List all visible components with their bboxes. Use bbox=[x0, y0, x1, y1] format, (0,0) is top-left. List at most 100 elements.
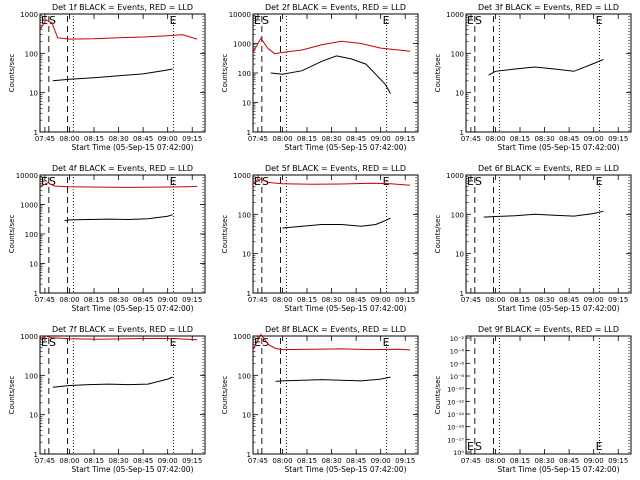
x-tick-label: 07:45 bbox=[35, 296, 55, 304]
y-tick-label: 1000 bbox=[20, 202, 38, 210]
x-tick-label: 08:30 bbox=[534, 135, 554, 143]
s-marker-label: S bbox=[475, 440, 482, 453]
y-tick-label: 1 bbox=[34, 451, 38, 459]
x-tick-label: 08:15 bbox=[510, 296, 530, 304]
y-tick-label: 10 bbox=[29, 412, 38, 420]
s-marker-label: S bbox=[475, 14, 482, 27]
x-tick-label: 08:45 bbox=[559, 296, 579, 304]
x-axis-label: Start Time (05-Sep-15 07:42:00) bbox=[498, 304, 620, 313]
y-tick-label: 1000 bbox=[446, 172, 464, 180]
plot-frame bbox=[465, 174, 632, 294]
e-marker-label: E bbox=[254, 175, 261, 188]
s-marker-label: S bbox=[475, 175, 482, 188]
x-tick-label: 08:00 bbox=[59, 457, 79, 465]
y-tick-label: 1 bbox=[247, 129, 251, 137]
lld-series-line bbox=[252, 333, 411, 351]
y-tick-label: 10⁰ bbox=[453, 449, 464, 457]
y-tick-label: 10000 bbox=[229, 11, 251, 19]
x-tick-label: 08:00 bbox=[272, 135, 292, 143]
events-series-line bbox=[282, 217, 391, 229]
x-tick-label: 09:15 bbox=[182, 135, 202, 143]
x-tick-label: 09:00 bbox=[584, 296, 604, 304]
y-tick-label: 10⁻¹⁷ bbox=[447, 436, 464, 444]
x-tick-label: 07:45 bbox=[461, 457, 481, 465]
x-tick-label: 09:15 bbox=[182, 457, 202, 465]
x-tick-label: 09:00 bbox=[158, 135, 178, 143]
x-tick-label: 07:45 bbox=[461, 296, 481, 304]
panel-title: Det 8f BLACK = Events, RED = LLD bbox=[265, 325, 406, 334]
plot-frame bbox=[465, 13, 632, 133]
x-tick-label: 08:30 bbox=[534, 457, 554, 465]
s-marker-label: S bbox=[262, 14, 269, 27]
y-tick-label: 10 bbox=[242, 412, 251, 420]
x-tick-label: 09:15 bbox=[608, 135, 628, 143]
x-tick-label: 08:15 bbox=[297, 457, 317, 465]
y-tick-label: 1 bbox=[247, 451, 251, 459]
y-tick-label: 100 bbox=[451, 50, 464, 58]
x-tick-label: 07:45 bbox=[248, 296, 268, 304]
panel-title: Det 4f BLACK = Events, RED = LLD bbox=[52, 164, 193, 173]
x-tick-label: 09:15 bbox=[395, 296, 415, 304]
panel-7: Det 7f BLACK = Events, RED = LLD 1 10 100 10… bbox=[8, 325, 206, 474]
y-tick-label: 100 bbox=[25, 50, 38, 58]
x-tick-label: 08:45 bbox=[133, 135, 153, 143]
panel-3: Det 3f BLACK = Events, RED = LLD 1 10 100 10… bbox=[434, 3, 632, 152]
panel-8: Det 8f BLACK = Events, RED = LLD 1 10 100 10… bbox=[221, 325, 419, 474]
x-tick-label: 08:00 bbox=[485, 457, 505, 465]
lld-series-line bbox=[39, 19, 198, 40]
x-tick-label: 09:15 bbox=[182, 296, 202, 304]
x-tick-label: 08:15 bbox=[297, 135, 317, 143]
panel-title: Det 1f BLACK = Events, RED = LLD bbox=[52, 3, 193, 12]
y-tick-label: 10⁻¹⁶ bbox=[447, 424, 464, 432]
e-marker-label: E bbox=[254, 14, 261, 27]
panel-5: Det 5f BLACK = Events, RED = LLD 1 10 100 10… bbox=[221, 164, 419, 313]
y-tick-label: 10 bbox=[29, 90, 38, 98]
e-marker-label: E bbox=[467, 440, 474, 453]
y-tick-label: 1 bbox=[34, 290, 38, 298]
y-tick-label: 10⁻¹² bbox=[447, 398, 464, 406]
x-tick-label: 08:15 bbox=[84, 296, 104, 304]
y-tick-label: 1000 bbox=[233, 172, 251, 180]
panel-1: Det 1f BLACK = Events, RED = LLD 1 10 100 10… bbox=[8, 3, 206, 152]
y-tick-label: 10⁻⁸ bbox=[450, 373, 465, 381]
x-tick-label: 08:15 bbox=[297, 296, 317, 304]
y-tick-label: 100 bbox=[451, 211, 464, 219]
y-tick-label: 100 bbox=[25, 372, 38, 380]
y-tick-label: 1 bbox=[34, 129, 38, 137]
panel-title: Det 9f BLACK = Events, RED = LLD bbox=[478, 325, 619, 334]
x-tick-label: 08:30 bbox=[321, 457, 341, 465]
y-tick-label: 10⁻¹⁴ bbox=[447, 411, 464, 419]
events-series-line bbox=[488, 58, 604, 76]
y-tick-label: 10⁻⁴ bbox=[450, 348, 465, 356]
x-tick-label: 08:45 bbox=[133, 457, 153, 465]
x-axis-label: Start Time (05-Sep-15 07:42:00) bbox=[498, 465, 620, 474]
panel-6: Det 6f BLACK = Events, RED = LLD 1 10 100 10… bbox=[434, 164, 632, 313]
e-marker-label: E bbox=[254, 336, 261, 349]
y-tick-label: 1000 bbox=[446, 11, 464, 19]
y-tick-label: 1 bbox=[460, 129, 464, 137]
y-axis-label: Counts/sec bbox=[221, 376, 229, 415]
panel-2: Det 2f BLACK = Events, RED = LLD 1 10 100 10… bbox=[221, 3, 419, 152]
x-tick-label: 08:00 bbox=[59, 135, 79, 143]
x-tick-label: 08:15 bbox=[84, 135, 104, 143]
y-axis-label: Counts/sec bbox=[221, 215, 229, 254]
x-tick-label: 09:00 bbox=[371, 296, 391, 304]
x-tick-label: 09:15 bbox=[395, 457, 415, 465]
y-axis-label: Counts/sec bbox=[8, 54, 16, 93]
events-series-line bbox=[483, 210, 604, 218]
y-tick-label: 10⁻² bbox=[450, 335, 465, 343]
y-axis-label: Counts/sec bbox=[221, 54, 229, 93]
y-tick-label: 100 bbox=[238, 372, 251, 380]
y-tick-label: 1000 bbox=[20, 11, 38, 19]
x-axis-label: Start Time (05-Sep-15 07:42:00) bbox=[72, 465, 194, 474]
plot-frame bbox=[465, 335, 632, 455]
x-axis-label: Start Time (05-Sep-15 07:42:00) bbox=[72, 143, 194, 152]
x-tick-label: 09:15 bbox=[608, 296, 628, 304]
e-marker-label-end: E bbox=[596, 440, 603, 453]
x-tick-label: 07:45 bbox=[35, 457, 55, 465]
plot-frame bbox=[39, 13, 206, 133]
s-marker-label: S bbox=[49, 175, 56, 188]
x-tick-label: 09:00 bbox=[584, 135, 604, 143]
lld-series-line bbox=[252, 37, 411, 55]
x-tick-label: 08:15 bbox=[84, 457, 104, 465]
